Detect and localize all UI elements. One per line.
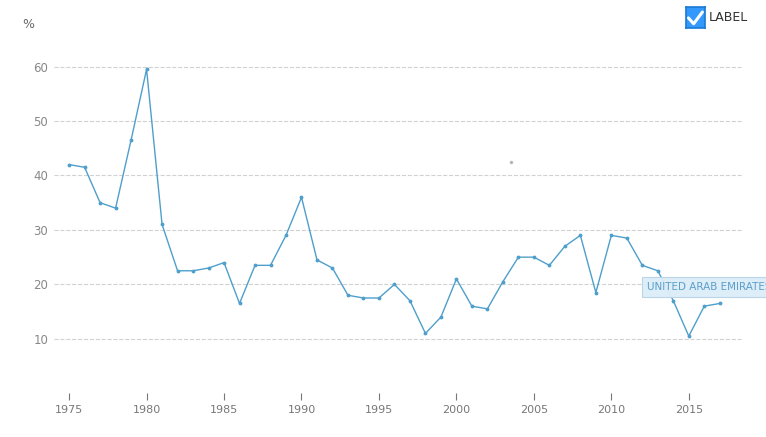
Text: UNITED ARAB EMIRATES: UNITED ARAB EMIRATES: [647, 282, 766, 292]
Text: %: %: [23, 18, 34, 31]
Text: LABEL: LABEL: [709, 11, 748, 24]
